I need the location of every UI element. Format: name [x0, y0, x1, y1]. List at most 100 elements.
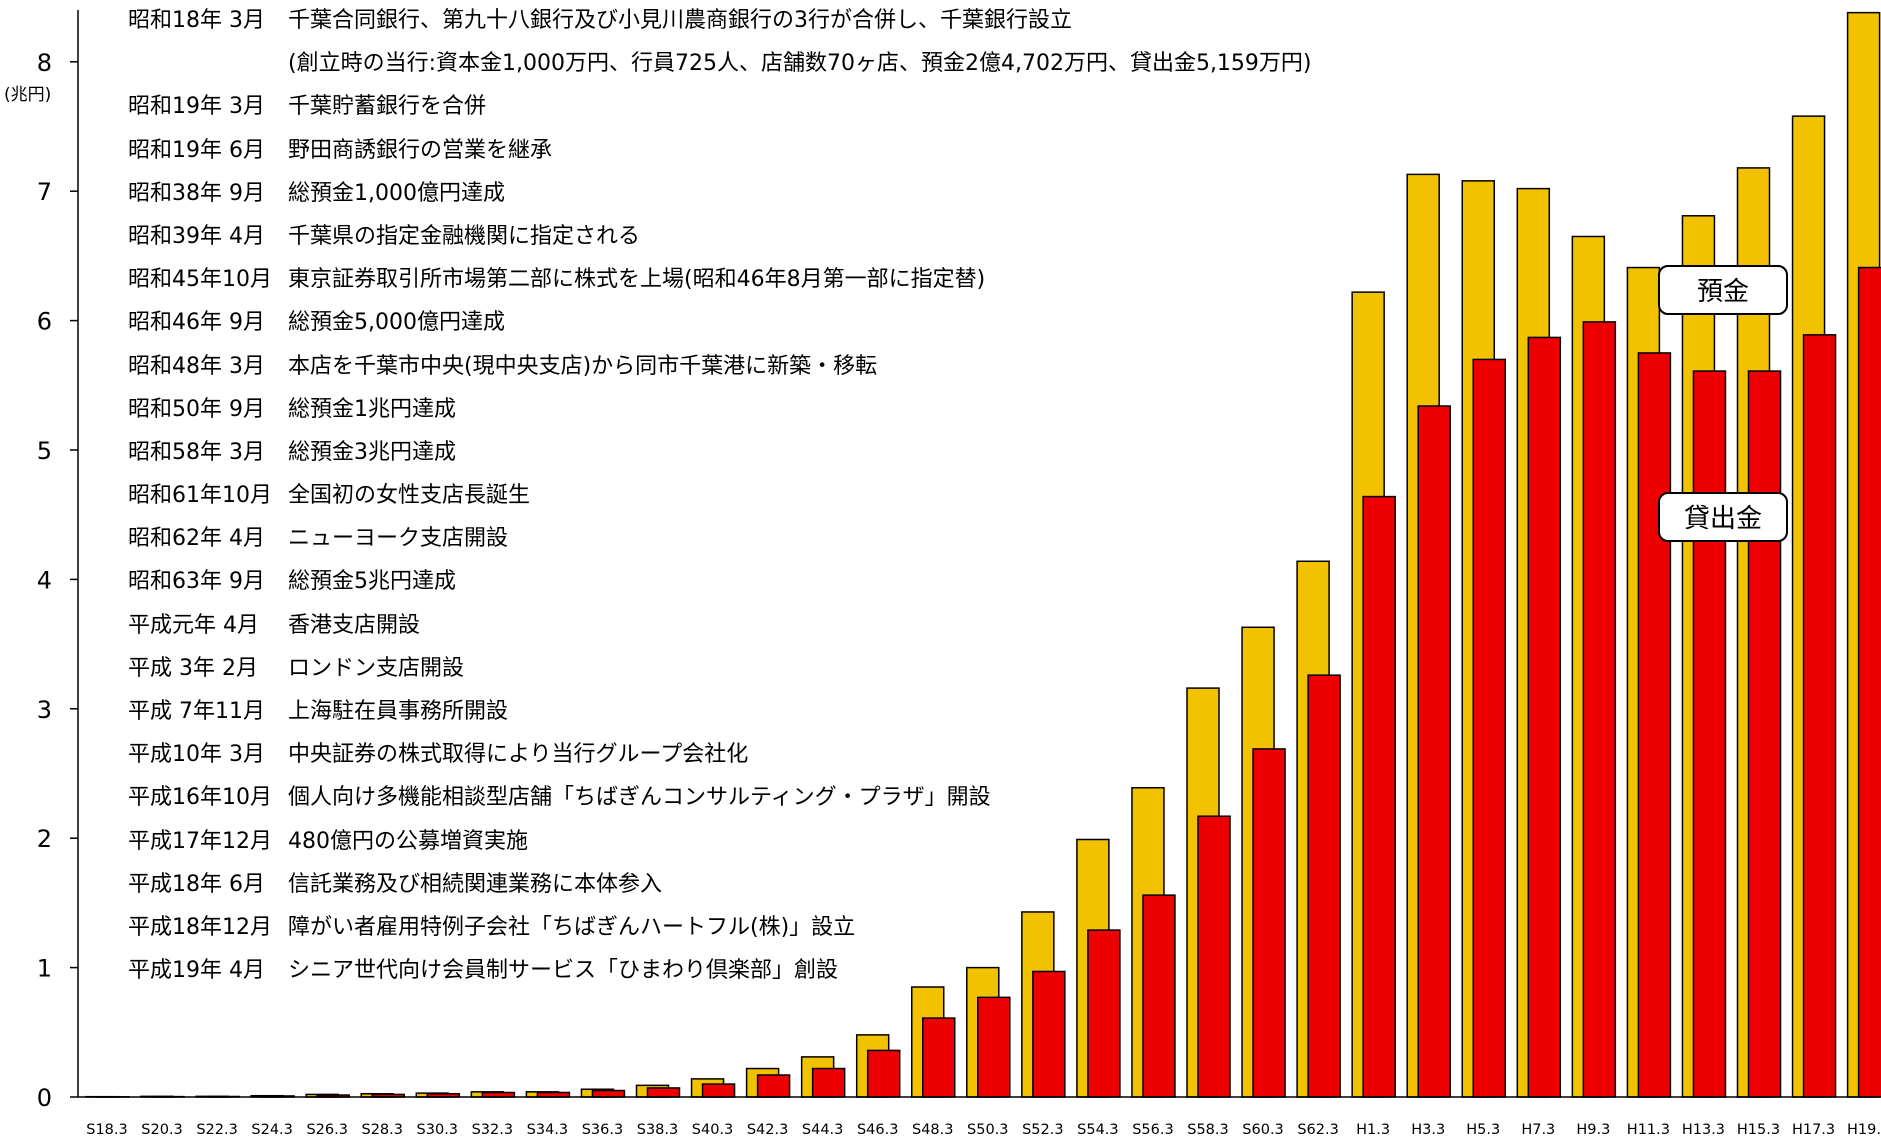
x-tick-label: H15.3 — [1737, 1122, 1780, 1136]
x-tick-label: S50.3 — [967, 1122, 1009, 1136]
x-tick-label: S34.3 — [527, 1122, 569, 1136]
event-item: 平成10年 3月 中央証券の株式取得により当行グループ会社化 — [128, 739, 1312, 782]
x-tick-label: S18.3 — [86, 1122, 128, 1136]
event-date: 平成18年12月 — [128, 914, 272, 940]
event-date: 昭和63年 9月 — [128, 569, 265, 595]
y-axis: 0 1 2 3 4 5 6 7 8 — [37, 10, 79, 1112]
x-tick-label: S22.3 — [196, 1122, 238, 1136]
y-tick-label: 5 — [37, 437, 52, 465]
event-date: 平成16年10月 — [128, 785, 272, 811]
legend-label-deposits: 預金 — [1658, 265, 1788, 315]
y-axis-unit-label: (兆円) — [4, 85, 52, 105]
bar-loans — [1747, 370, 1782, 1098]
bar-loans — [1802, 334, 1837, 1098]
event-text: 香港支店開設 — [288, 612, 421, 638]
x-tick-label: S38.3 — [637, 1122, 679, 1136]
event-text: 480億円の公募増資実施 — [288, 828, 528, 854]
bar-loans — [1692, 370, 1727, 1098]
bar-loans — [1362, 495, 1396, 1098]
bar-loans — [1197, 815, 1231, 1098]
event-date: 昭和19年 3月 — [128, 94, 265, 120]
event-item: 昭和38年 9月 総預金1,000億円達成 — [128, 178, 1312, 221]
y-tick-label: 4 — [37, 566, 52, 594]
event-text: 総預金5,000億円達成 — [288, 310, 505, 336]
x-tick-label: S36.3 — [582, 1122, 624, 1136]
event-text: (創立時の当行:資本金1,000万円、行員725人、店舗数70ヶ店、預金2億4,… — [288, 51, 1312, 77]
event-item: 平成元年 4月 香港支店開設 — [128, 610, 1312, 653]
x-tick-label: S20.3 — [141, 1122, 183, 1136]
x-axis: S18.3 S20.3 S22.3 S24.3 S26.3 S28.3 S30.3 S32.3… — [78, 1096, 1881, 1136]
event-date: 昭和19年 6月 — [128, 137, 265, 163]
bar-loans — [1857, 266, 1881, 1098]
x-tick-label: S32.3 — [472, 1122, 514, 1136]
event-item: 昭和18年 3月 千葉合同銀行、第九十八銀行及び小見川農商銀行の3行が合併し、千葉… — [128, 5, 1312, 48]
x-tick-label: S60.3 — [1242, 1122, 1284, 1136]
event-item: 昭和39年 4月 千葉県の指定金融機関に指定される — [128, 221, 1312, 264]
x-tick-label: H13.3 — [1682, 1122, 1725, 1136]
event-date: 昭和18年 3月 — [128, 8, 265, 33]
bar-loans — [1417, 405, 1451, 1098]
x-tick-label: S54.3 — [1077, 1122, 1119, 1136]
x-tick-label: S52.3 — [1022, 1122, 1064, 1136]
event-date: 平成17年12月 — [128, 828, 272, 854]
event-text: 障がい者雇用特例子会社「ちばぎんハートフル(株)」設立 — [288, 914, 856, 940]
event-text: 総預金1兆円達成 — [288, 396, 456, 422]
bar-loans — [811, 1067, 846, 1098]
event-text: 全国初の女性支店長誕生 — [288, 483, 531, 509]
event-date: 昭和48年 3月 — [128, 353, 265, 379]
event-text: 千葉貯蓄銀行を合併 — [288, 94, 487, 120]
x-tick-label: S28.3 — [362, 1122, 404, 1136]
event-date: 昭和38年 9月 — [128, 180, 265, 206]
x-tick-label: H3.3 — [1411, 1122, 1445, 1136]
bar-loans — [1582, 321, 1617, 1098]
event-date: 昭和46年 9月 — [128, 310, 265, 336]
bar-loans — [1252, 748, 1286, 1098]
event-item: 昭和19年 6月 野田商誘銀行の営業を継承 — [128, 135, 1312, 178]
x-tick-label: S56.3 — [1132, 1122, 1174, 1136]
x-tick-label: S62.3 — [1297, 1122, 1339, 1136]
event-item: 平成18年 6月 信託業務及び相続関連業務に本体参入 — [128, 869, 1312, 912]
event-timeline: 昭和18年 3月 千葉合同銀行、第九十八銀行及び小見川農商銀行の3行が合併し、千葉… — [128, 5, 1312, 998]
x-tick-label: S58.3 — [1187, 1122, 1229, 1136]
bar-loans — [646, 1087, 681, 1098]
y-tick-label: 6 — [37, 308, 52, 336]
event-text: 個人向け多機能相談型店舗「ちばぎんコンサルティング・プラザ」開設 — [288, 785, 991, 811]
event-text: ニューヨーク支店開設 — [288, 526, 509, 552]
event-item: 平成19年 4月 シニア世代向け会員制サービス「ひまわり倶楽部」創設 — [128, 955, 1312, 998]
event-item: 平成16年10月 個人向け多機能相談型店舗「ちばぎんコンサルティング・プラザ」開設 — [128, 782, 1312, 825]
event-date: 昭和39年 4月 — [128, 223, 265, 249]
bar-loans — [756, 1074, 791, 1098]
x-tick-label: S24.3 — [251, 1122, 293, 1136]
x-tick-label: S30.3 — [417, 1122, 459, 1136]
x-tick-label: S48.3 — [912, 1122, 954, 1136]
event-text: 上海駐在員事務所開設 — [288, 699, 509, 724]
x-tick-label: H11.3 — [1627, 1122, 1670, 1136]
event-date: 平成19年 4月 — [128, 958, 265, 984]
bar-loans — [922, 1017, 956, 1098]
bar-loans — [1142, 894, 1176, 1098]
event-item: (創立時の当行:資本金1,000万円、行員725人、店舗数70ヶ店、預金2億4,… — [128, 48, 1312, 91]
legend-label-loans: 貸出金 — [1658, 492, 1788, 542]
x-tick-label: S46.3 — [857, 1122, 899, 1136]
event-text: ロンドン支店開設 — [288, 655, 465, 681]
event-text: 東京証券取引所市場第二部に株式を上場(昭和46年8月第一部に指定替) — [288, 267, 986, 293]
event-text: 千葉合同銀行、第九十八銀行及び小見川農商銀行の3行が合併し、千葉銀行設立 — [288, 8, 1072, 33]
y-tick-label: 1 — [37, 955, 52, 983]
x-tick-label: S40.3 — [692, 1122, 734, 1136]
x-tick-label: H9.3 — [1576, 1122, 1610, 1136]
event-text: 総預金1,000億円達成 — [288, 180, 505, 206]
y-tick-label: 8 — [37, 49, 52, 77]
event-text: 本店を千葉市中央(現中央支店)から同市千葉港に新築・移転 — [288, 353, 878, 379]
event-item: 昭和48年 3月 本店を千葉市中央(現中央支店)から同市千葉港に新築・移転 — [128, 351, 1312, 394]
event-item: 平成 3年 2月 ロンドン支店開設 — [128, 653, 1312, 696]
event-text: 中央証券の株式取得により当行グループ会社化 — [288, 742, 749, 768]
x-tick-label: H17.3 — [1792, 1122, 1835, 1136]
event-date: 平成 3年 2月 — [128, 655, 258, 681]
event-item: 昭和61年10月 全国初の女性支店長誕生 — [128, 480, 1312, 523]
y-tick-label: 0 — [37, 1084, 52, 1112]
y-tick-label: 2 — [37, 825, 52, 853]
event-text: 野田商誘銀行の営業を継承 — [288, 137, 553, 163]
bar-loans — [701, 1083, 736, 1098]
event-date: 昭和45年10月 — [128, 267, 272, 293]
x-tick-label: S42.3 — [747, 1122, 789, 1136]
